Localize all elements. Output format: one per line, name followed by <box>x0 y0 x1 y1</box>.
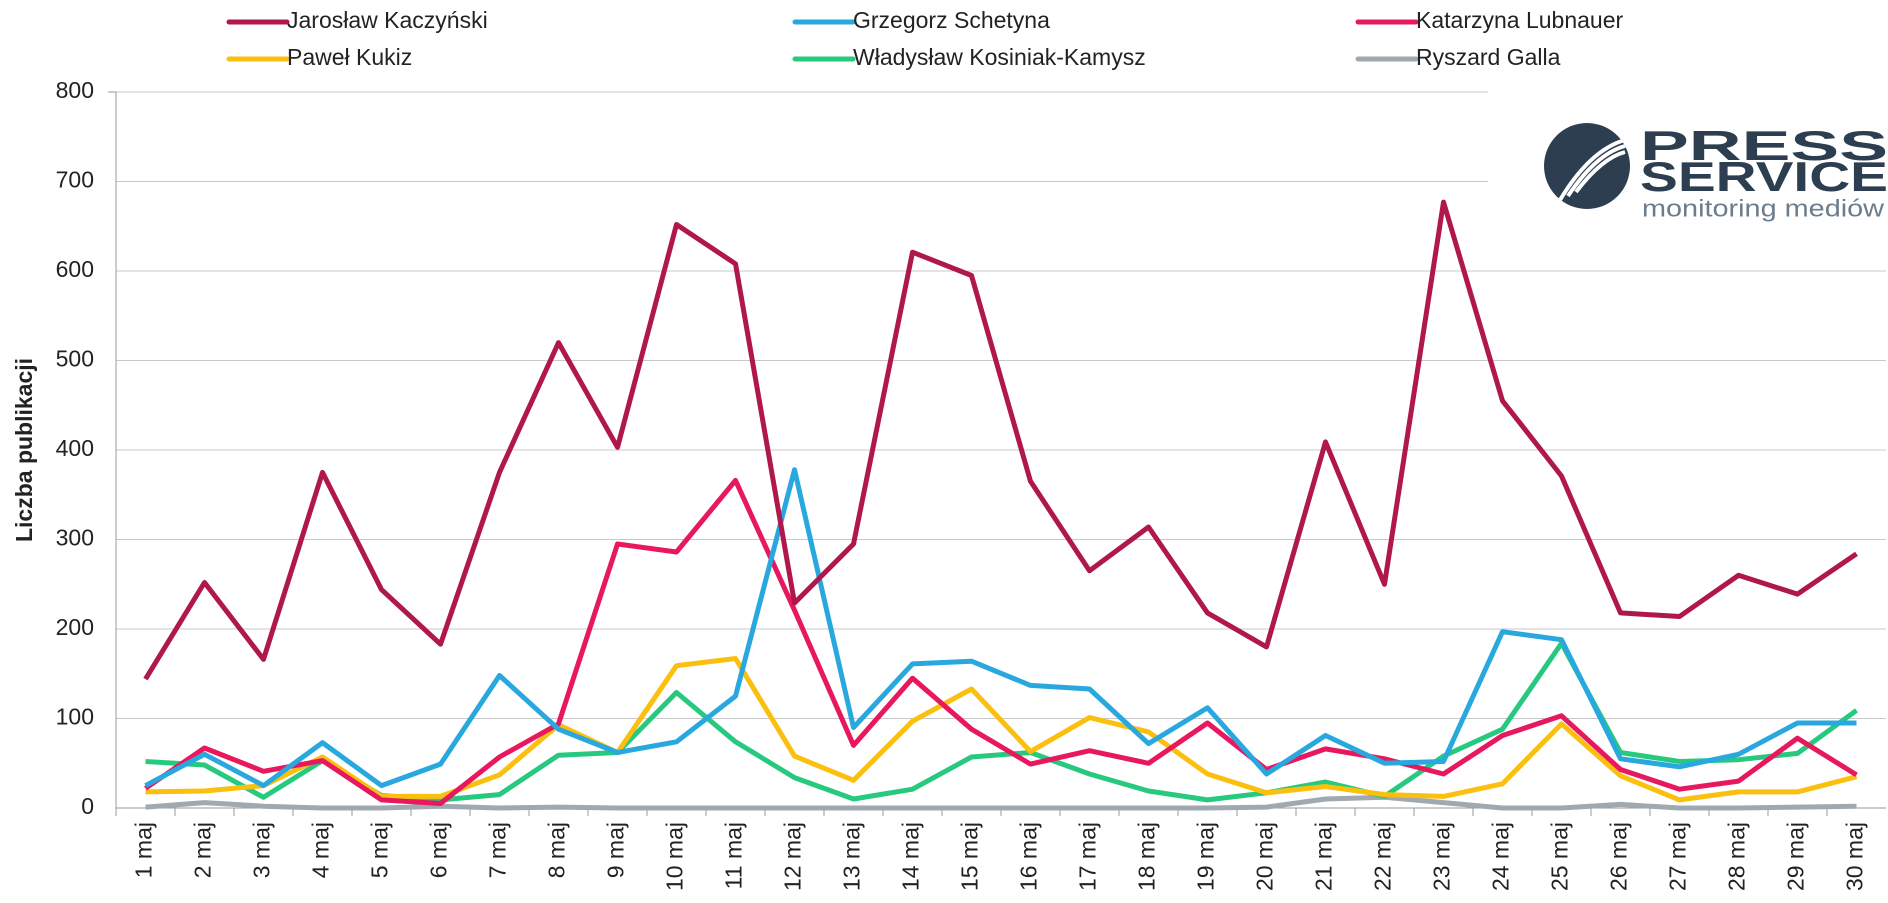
x-tick-label: 20 maj <box>1252 822 1278 891</box>
y-tick-label: 700 <box>56 167 94 193</box>
x-tick-label: 22 maj <box>1370 822 1396 891</box>
series-line <box>143 199 1858 681</box>
x-tick-label: 4 maj <box>308 822 334 878</box>
y-tick-label: 400 <box>56 435 94 461</box>
x-tick-label: 21 maj <box>1311 822 1337 891</box>
logo-line1: PRESS <box>1640 122 1888 169</box>
y-tick-label: 500 <box>56 346 94 372</box>
logo-swoosh <box>1558 138 1626 202</box>
x-tick-label: 13 maj <box>839 822 865 891</box>
x-tick-label: 29 maj <box>1783 822 1809 891</box>
x-tick-label: 24 maj <box>1488 822 1514 891</box>
x-tick-label: 19 maj <box>1193 822 1219 891</box>
x-tick-label: 15 maj <box>957 822 983 891</box>
legend-label: Jarosław Kaczyński <box>287 7 488 33</box>
x-tick-label: 28 maj <box>1724 822 1750 891</box>
x-tick-label: 27 maj <box>1665 822 1691 891</box>
x-tick-label: 17 maj <box>1075 822 1101 891</box>
y-tick-label: 600 <box>56 256 94 282</box>
series-line <box>145 656 1858 803</box>
series-line <box>144 467 1857 789</box>
legend-label: Władysław Kosiniak-Kamysz <box>853 44 1146 70</box>
x-tick-label: 1 maj <box>131 822 157 878</box>
x-tick-label: 9 maj <box>603 822 629 878</box>
logo-line2: SERVICE <box>1640 153 1888 200</box>
x-tick-label: 8 maj <box>544 822 570 878</box>
y-tick-label: 0 <box>81 793 94 819</box>
x-tick-label: 30 maj <box>1842 822 1868 891</box>
x-tick-label: 26 maj <box>1606 822 1632 891</box>
y-tick-label: 800 <box>56 77 94 103</box>
x-tick-label: 18 maj <box>1134 822 1160 891</box>
y-tick-label: 100 <box>56 704 94 730</box>
x-tick-label: 14 maj <box>898 822 924 891</box>
x-tick-label: 7 maj <box>485 822 511 878</box>
y-tick-label: 200 <box>56 614 94 640</box>
x-tick-label: 6 maj <box>426 822 452 878</box>
x-tick-label: 23 maj <box>1429 822 1455 891</box>
x-tick-label: 16 maj <box>1016 822 1042 891</box>
logo-tagline: monitoring mediów <box>1642 195 1885 222</box>
x-tick-label: 25 maj <box>1547 822 1573 891</box>
legend-label: Paweł Kukiz <box>287 44 412 70</box>
y-tick-label: 300 <box>56 525 94 551</box>
x-tick-label: 5 maj <box>367 822 393 878</box>
series-line <box>145 794 1857 811</box>
legend-label: Grzegorz Schetyna <box>853 7 1050 33</box>
legend-label: Ryszard Galla <box>1416 44 1561 70</box>
y-axis-title: Liczba publikacji <box>11 358 37 542</box>
x-tick-label: 3 maj <box>249 822 275 878</box>
x-tick-label: 10 maj <box>662 822 688 891</box>
x-tick-label: 12 maj <box>780 822 806 891</box>
logo-swoosh <box>1566 144 1626 198</box>
series-line <box>144 477 1858 806</box>
logo-swoosh <box>1574 150 1626 194</box>
legend-label: Katarzyna Lubnauer <box>1416 7 1623 33</box>
x-tick-label: 11 maj <box>721 822 747 889</box>
x-tick-label: 2 maj <box>190 822 216 878</box>
